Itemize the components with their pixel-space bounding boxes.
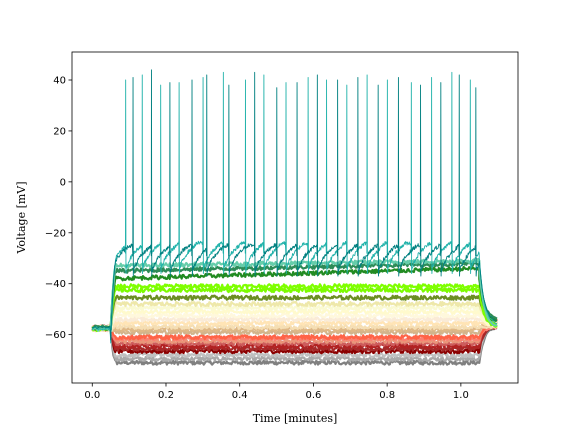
y-tick-label: 40 — [53, 76, 66, 87]
y-tick-label: −60 — [45, 330, 66, 341]
y-tick-label: 0 — [60, 177, 66, 188]
y-tick-label: −20 — [45, 228, 66, 239]
voltage-trace — [91, 283, 498, 333]
series-layer — [91, 69, 498, 366]
voltage-trace — [91, 308, 498, 331]
voltage-trace — [92, 312, 498, 333]
y-tick-label: −40 — [45, 279, 66, 290]
voltage-trace — [91, 321, 498, 359]
voltage-trace — [91, 323, 498, 362]
tick-layer: 0.0 0.2 0.4 0.6 0.8 1.0 40 20 0 −20 −40 −60 — [45, 76, 469, 401]
voltage-trace — [92, 320, 498, 336]
voltage-trace — [91, 286, 498, 330]
plot-frame — [71, 51, 519, 384]
voltage-trace — [91, 265, 498, 331]
x-tick-label: 0.4 — [232, 390, 248, 401]
voltage-trace — [92, 69, 498, 341]
x-tick-label: 0.2 — [158, 390, 174, 401]
voltage-trace — [91, 322, 498, 341]
x-tick-label: 0.8 — [379, 390, 395, 401]
y-axis-label: Voltage [mV] — [15, 181, 28, 254]
voltage-trace — [91, 316, 498, 330]
voltage-trace — [92, 323, 498, 333]
voltage-trace — [91, 300, 498, 332]
y-tick-label: 20 — [53, 126, 66, 137]
voltage-trace — [92, 260, 498, 330]
x-axis-label: Time [minutes] — [253, 412, 338, 425]
voltage-trace — [92, 294, 498, 331]
x-tick-label: 0.6 — [305, 390, 321, 401]
x-tick-label: 0.0 — [84, 390, 100, 401]
voltage-trace — [91, 320, 498, 347]
voltage-trace — [91, 304, 498, 330]
x-tick-label: 1.0 — [453, 390, 469, 401]
voltage-trace — [91, 71, 498, 344]
